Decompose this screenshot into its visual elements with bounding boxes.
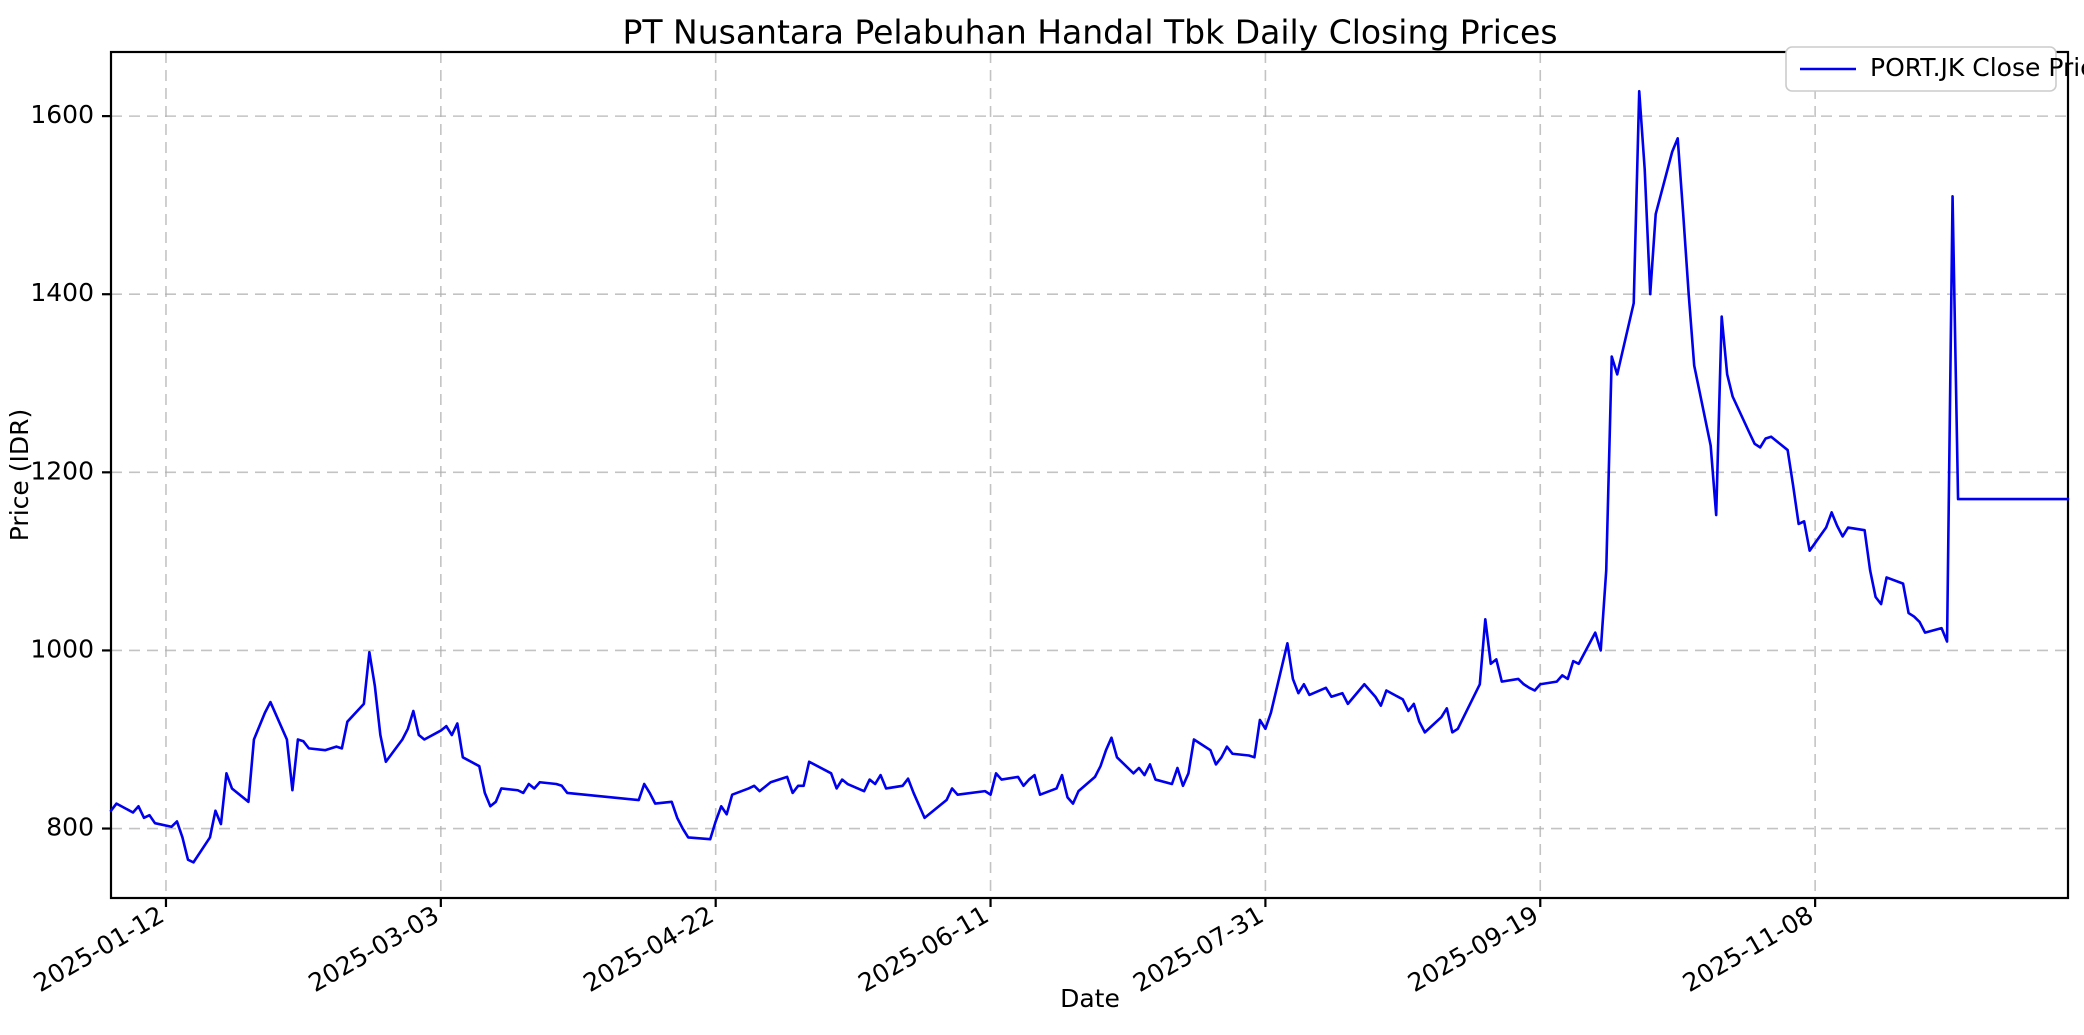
plot-frame <box>109 50 2070 900</box>
series-line-port-jk <box>109 89 2070 864</box>
y-tick-label: 1400 <box>30 278 94 307</box>
y-tick-label: 1600 <box>30 100 94 129</box>
chart-legend[interactable]: PORT.JK Close Price <box>1785 46 2084 92</box>
y-tick-label: 1000 <box>30 634 94 663</box>
y-axis-title: Price (IDR) <box>5 409 34 541</box>
data-series-group <box>109 89 2070 864</box>
gridlines <box>111 52 2068 898</box>
legend-background <box>1785 46 2057 92</box>
y-axis-ticks: 800 1000 1200 1400 1600 <box>30 100 111 842</box>
x-axis-title: Date <box>1060 984 1120 1013</box>
legend-label-port-jk: PORT.JK Close Price <box>1870 53 2084 82</box>
y-tick-label: 800 <box>46 813 94 842</box>
y-tick-label: 1200 <box>30 456 94 485</box>
chart-title: PT Nusantara Pelabuhan Handal Tbk Daily … <box>622 13 1557 52</box>
plot-border <box>109 50 2070 900</box>
